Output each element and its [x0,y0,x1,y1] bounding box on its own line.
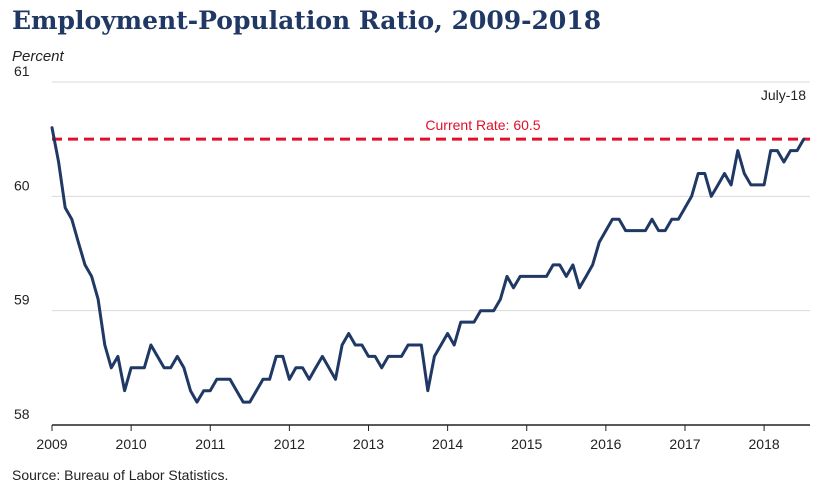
chart-title: Employment-Population Ratio, 2009-2018 [12,6,602,35]
x-tick-label-2016: 2016 [590,436,621,452]
series-group [50,126,806,404]
grid [52,81,810,312]
x-tick-label-2018: 2018 [749,436,780,452]
y-tick-label-59: 59 [14,292,30,308]
x-tick-label-2015: 2015 [511,436,542,452]
reference-line-group: Current Rate: 60.5 [52,117,810,141]
axes: 58 59 60 61 2009 2010 2011 2012 2013 2014 2015 2016… [14,63,810,452]
y-tick-label-60: 60 [14,177,30,193]
x-tick-label-2009: 2009 [36,436,67,452]
x-tick-label-2013: 2013 [353,436,384,452]
labels-group: July-18 [761,87,806,103]
x-tick-label-2012: 2012 [274,436,305,452]
x-tick-label-2017: 2017 [669,436,700,452]
series-line-0 [50,126,806,404]
date-annotation: July-18 [761,87,806,103]
y-tick-label-61: 61 [14,63,30,79]
x-tick-label-2014: 2014 [432,436,463,452]
current-rate-label: Current Rate: 60.5 [425,117,540,133]
y-axis-label: Percent [12,48,64,65]
x-tick-label-2011: 2011 [195,436,225,452]
x-tick-label-2010: 2010 [116,436,147,452]
y-tick-label-58: 58 [14,406,30,422]
source-note: Source: Bureau of Labor Statistics. [12,467,229,483]
